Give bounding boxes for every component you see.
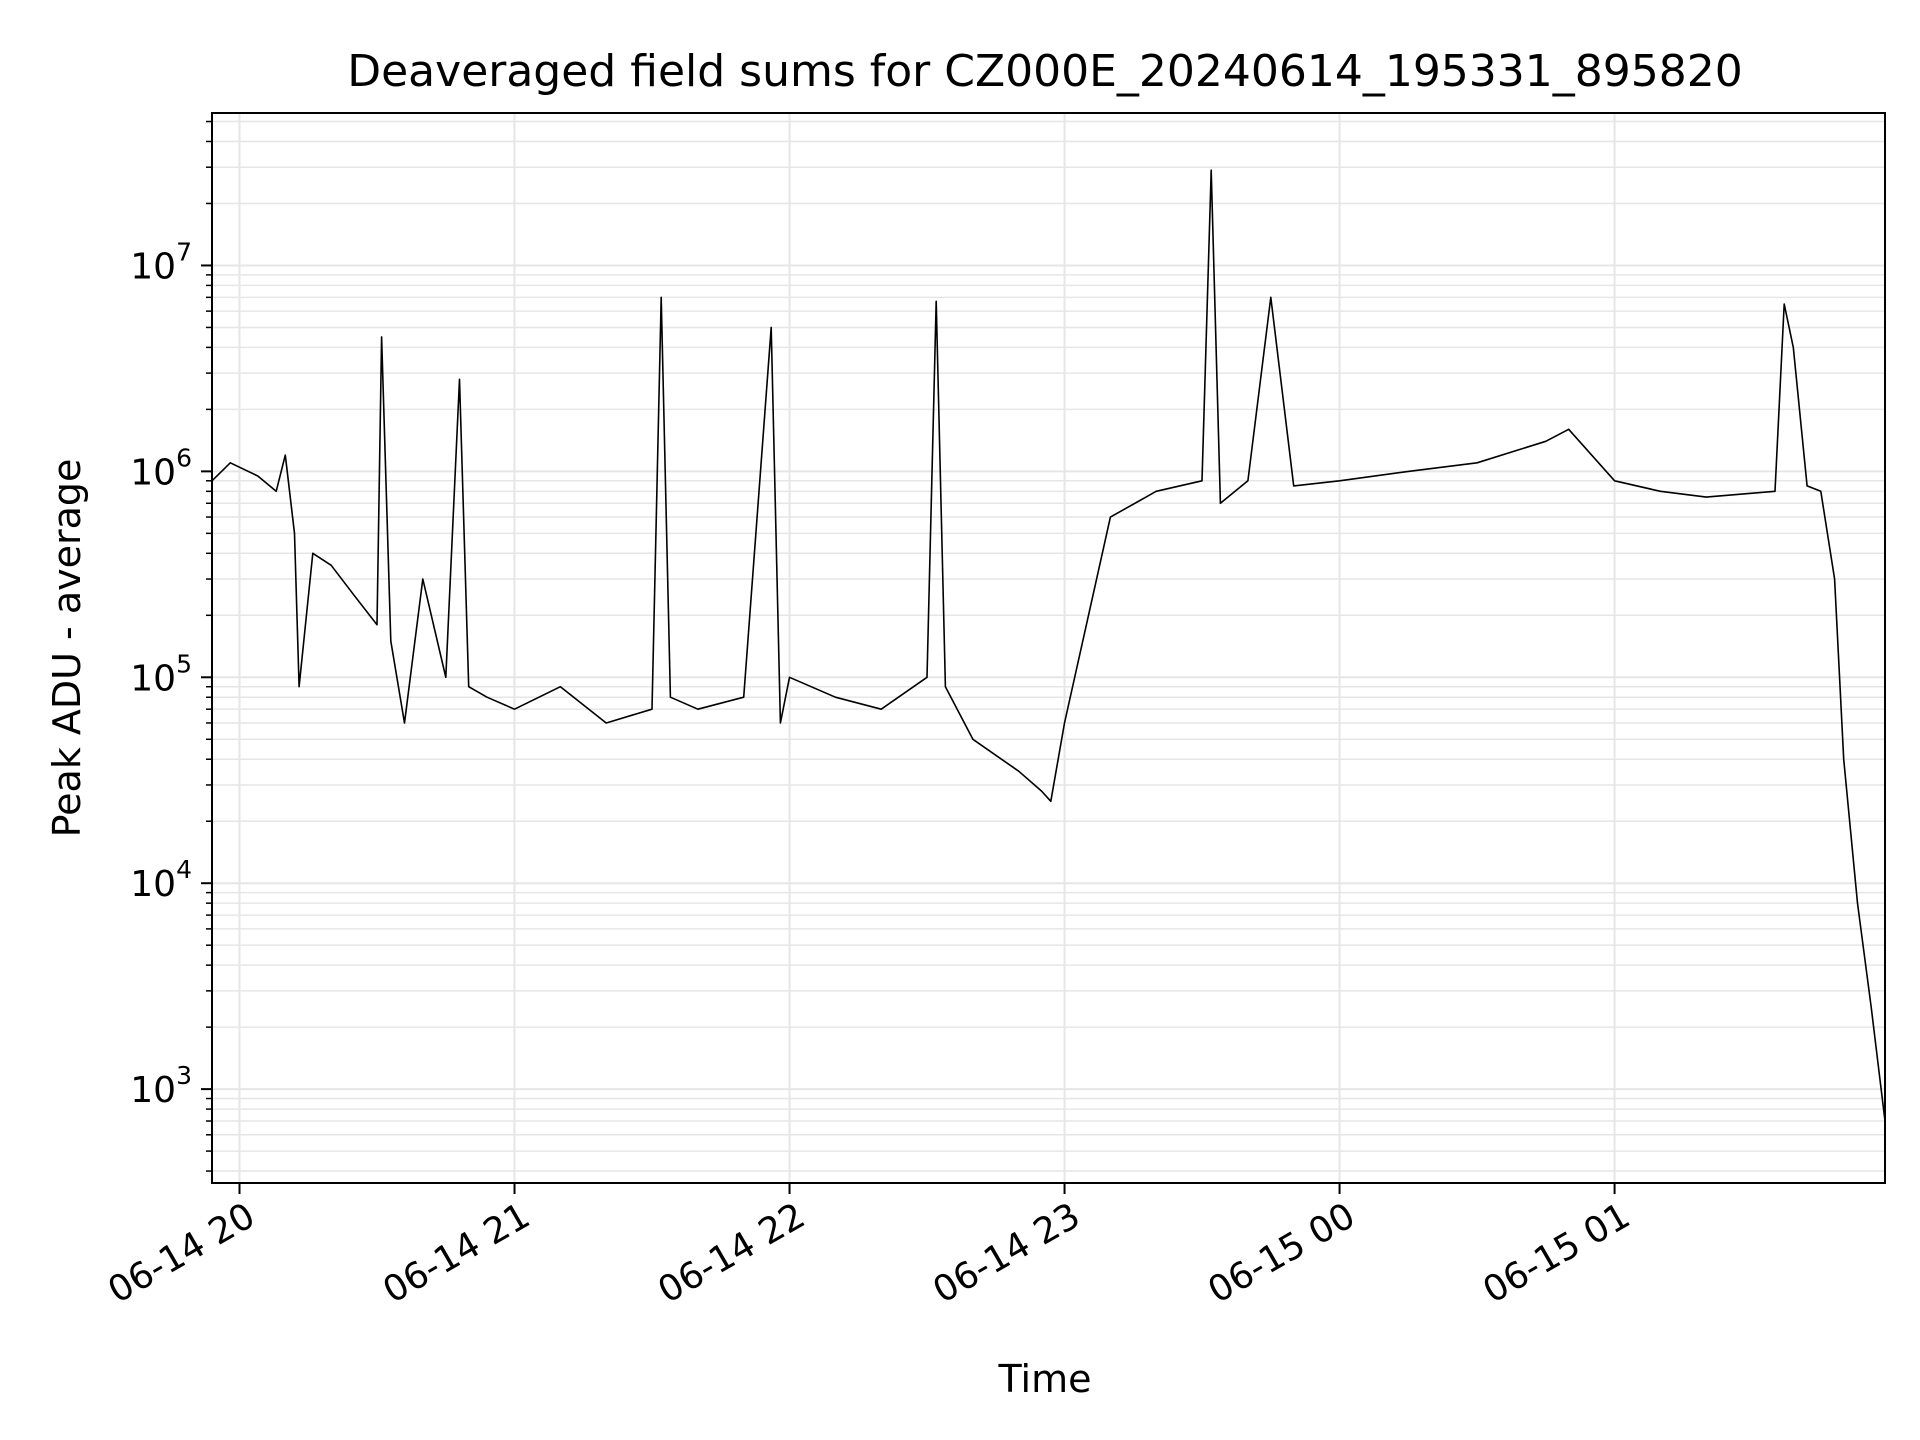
data-line (211, 169, 1886, 1122)
plot-frame (211, 112, 1886, 1184)
y-axis-label: Peak ADU - average (45, 459, 89, 838)
x-axis-label: Time (998, 1357, 1092, 1401)
y-tick-label: 104 (130, 855, 192, 905)
grid (212, 113, 1885, 1183)
y-tick-label: 106 (130, 443, 192, 493)
series-line (211, 169, 1886, 1122)
y-tick-label: 103 (130, 1061, 192, 1111)
y-axis-ticks: 103 104 105 106 107 (130, 120, 212, 1172)
chart-title: Deaveraged field sums for CZ000E_2024061… (347, 46, 1743, 97)
y-tick-label: 105 (130, 649, 192, 699)
y-tick-label: 107 (130, 237, 192, 287)
